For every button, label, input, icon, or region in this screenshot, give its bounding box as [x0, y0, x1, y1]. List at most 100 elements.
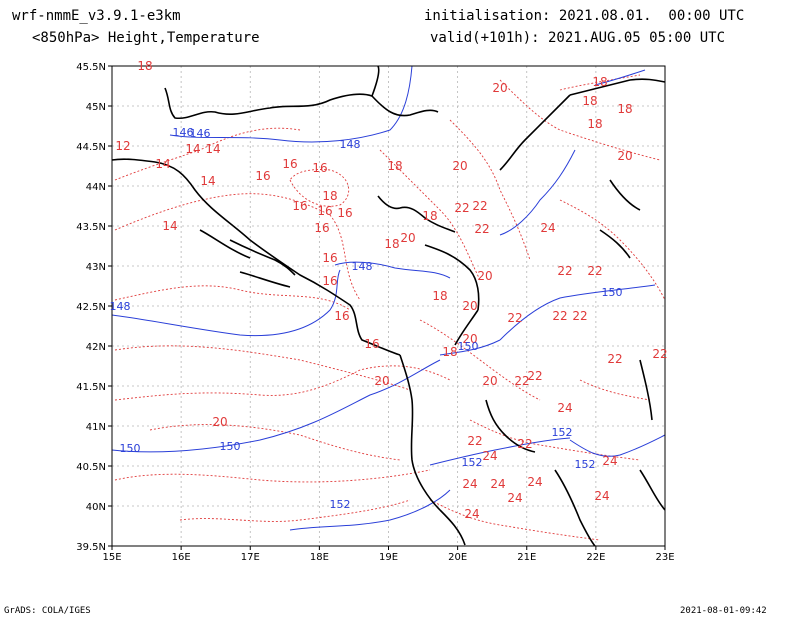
temperature-label: 22 [587, 264, 602, 278]
temperature-label: 18 [587, 117, 602, 131]
temperature-label: 14 [155, 157, 170, 171]
lon-tick-label: 20E [448, 552, 467, 563]
height-label: 148 [352, 260, 373, 273]
temperature-label: 20 [477, 269, 492, 283]
temperature-label: 16 [322, 251, 337, 265]
height-label: 146 [190, 127, 211, 140]
temperature-label: 16 [314, 221, 329, 235]
temperature-label: 16 [334, 309, 349, 323]
field-title: <850hPa> Height,Temperature [32, 30, 260, 46]
lon-tick-label: 17E [241, 552, 260, 563]
temperature-label: 22 [557, 264, 572, 278]
temperature-label: 20 [492, 81, 507, 95]
temperature-label: 16 [255, 169, 270, 183]
temperature-label: 22 [652, 347, 667, 361]
lat-tick-label: 40.5N [76, 462, 106, 473]
lat-tick-label: 41N [86, 422, 106, 433]
temperature-label: 20 [482, 374, 497, 388]
temperature-label: 22 [572, 309, 587, 323]
lat-tick-label: 41.5N [76, 382, 106, 393]
temperature-label: 16 [337, 206, 352, 220]
temperature-label: 14 [200, 174, 215, 188]
temperature-label: 16 [317, 204, 332, 218]
lat-tick-label: 42.5N [76, 302, 106, 313]
height-label: 150 [602, 286, 623, 299]
height-label: 150 [458, 340, 479, 353]
temperature-label: 18 [384, 237, 399, 251]
temperature-label: 18 [387, 159, 402, 173]
lon-tick-label: 21E [517, 552, 536, 563]
temperature-label: 18 [442, 345, 457, 359]
height-label: 152 [330, 498, 351, 511]
lat-tick-label: 43.5N [76, 222, 106, 233]
height-label: 152 [552, 426, 573, 439]
lon-tick-label: 18E [310, 552, 329, 563]
temperature-label: 24 [527, 475, 542, 489]
temperature-label: 18 [617, 102, 632, 116]
temperature-label: 24 [540, 221, 555, 235]
valid-time: valid(+101h): 2021.AUG.05 05:00 UTC [430, 30, 726, 46]
temperature-label: 14 [185, 142, 200, 156]
temperature-label: 18 [592, 75, 607, 89]
height-label: 152 [575, 458, 596, 471]
model-title: wrf-nmmE_v3.9.1-e3km [12, 8, 181, 24]
temperature-label: 16 [282, 157, 297, 171]
lon-tick-label: 23E [655, 552, 674, 563]
temperature-label: 24 [557, 401, 572, 415]
temperature-label: 20 [617, 149, 632, 163]
temperature-label: 22 [552, 309, 567, 323]
temperature-label: 18 [582, 94, 597, 108]
temperature-label: 18 [137, 59, 152, 73]
lon-tick-label: 19E [379, 552, 398, 563]
lat-tick-label: 44.5N [76, 142, 106, 153]
temperature-label: 22 [517, 437, 532, 451]
temperature-label: 16 [364, 337, 379, 351]
temperature-label: 18 [432, 289, 447, 303]
temperature-label: 20 [462, 332, 477, 346]
temperature-label: 20 [374, 374, 389, 388]
temperature-label: 24 [482, 449, 497, 463]
height-label: 146 [173, 126, 194, 139]
lat-tick-label: 43N [86, 262, 106, 273]
temperature-label: 24 [594, 489, 609, 503]
lat-tick-label: 44N [86, 182, 106, 193]
temperature-label: 18 [422, 209, 437, 223]
temperature-label: 22 [454, 201, 469, 215]
temperature-label: 14 [162, 219, 177, 233]
temperature-label: 24 [490, 477, 505, 491]
temperature-label: 22 [607, 352, 622, 366]
temperature-label: 16 [322, 274, 337, 288]
temperature-label: 16 [312, 161, 327, 175]
lat-tick-label: 45N [86, 102, 106, 113]
temperature-label: 16 [292, 199, 307, 213]
height-label: 150 [120, 442, 141, 455]
temperature-label: 24 [462, 477, 477, 491]
init-time: initialisation: 2021.08.01. 00:00 UTC [424, 8, 745, 24]
temperature-label: 20 [400, 231, 415, 245]
lon-tick-label: 15E [102, 552, 121, 563]
temperature-label: 24 [464, 507, 479, 521]
temperature-label: 22 [527, 369, 542, 383]
lat-tick-label: 42N [86, 342, 106, 353]
lon-tick-label: 22E [586, 552, 605, 563]
temperature-label: 22 [507, 311, 522, 325]
temperature-label: 20 [212, 415, 227, 429]
lon-tick-label: 16E [172, 552, 191, 563]
temperature-label: 22 [514, 374, 529, 388]
temperature-label: 24 [507, 491, 522, 505]
lat-lon-grid [112, 66, 665, 546]
height-contours [111, 65, 666, 531]
lat-tick-label: 40N [86, 502, 106, 513]
temperature-label: 22 [467, 434, 482, 448]
lat-tick-label: 45.5N [76, 62, 106, 73]
height-label: 150 [220, 440, 241, 453]
temperature-label: 22 [472, 199, 487, 213]
height-label: 148 [110, 300, 131, 313]
temperature-label: 22 [474, 222, 489, 236]
axis-ticks: 15E 16E 17E 18E 19E 20E 21E 22E 23E 45.5N 45N 44.5N… [76, 62, 674, 563]
footer-timestamp: 2021-08-01-09:42 [680, 606, 767, 616]
temperature-label: 12 [115, 139, 130, 153]
footer-credit: GrADS: COLA/IGES [4, 606, 91, 616]
